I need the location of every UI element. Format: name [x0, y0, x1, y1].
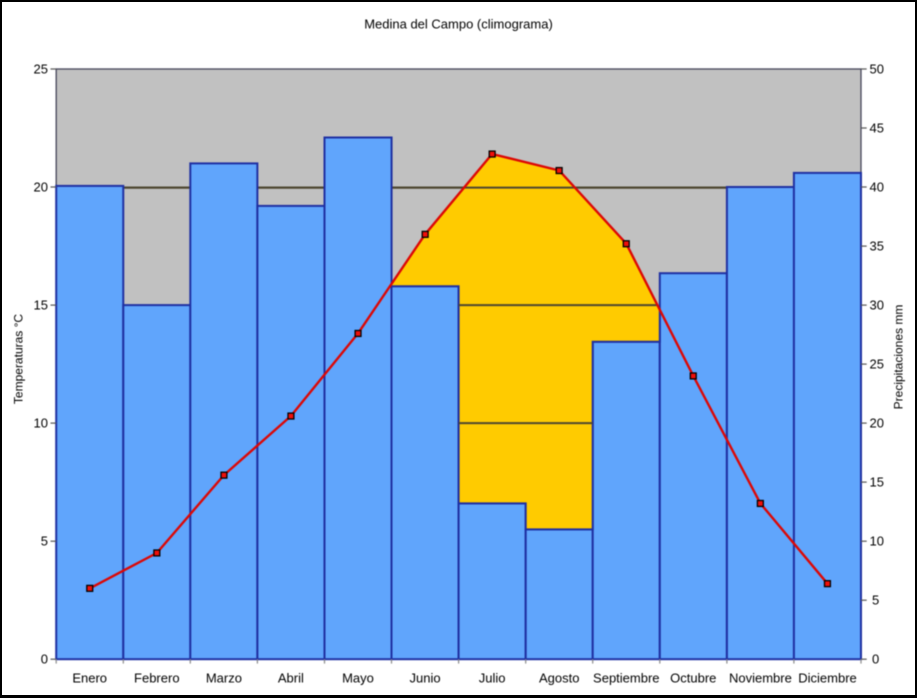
svg-text:Julio: Julio: [479, 671, 506, 686]
svg-text:Abril: Abril: [278, 671, 304, 686]
svg-text:10: 10: [870, 534, 884, 549]
svg-text:40: 40: [870, 180, 884, 195]
svg-text:15: 15: [34, 298, 48, 313]
svg-text:20: 20: [870, 416, 884, 431]
svg-text:Diciembre: Diciembre: [798, 671, 857, 686]
svg-text:25: 25: [34, 62, 48, 77]
svg-text:Medina del Campo (climograma): Medina del Campo (climograma): [364, 17, 553, 32]
svg-text:30: 30: [870, 298, 884, 313]
svg-text:Septiembre: Septiembre: [593, 671, 659, 686]
svg-text:45: 45: [870, 121, 884, 136]
svg-text:Noviembre: Noviembre: [729, 671, 792, 686]
svg-text:Enero: Enero: [72, 671, 107, 686]
svg-text:5: 5: [41, 534, 48, 549]
svg-text:10: 10: [34, 416, 48, 431]
svg-text:Junio: Junio: [410, 671, 441, 686]
svg-text:20: 20: [34, 180, 48, 195]
svg-text:Mayo: Mayo: [342, 671, 374, 686]
svg-text:15: 15: [870, 475, 884, 490]
svg-text:50: 50: [870, 62, 884, 77]
svg-text:0: 0: [872, 652, 879, 667]
svg-text:Precipitaciones mm: Precipitaciones mm: [892, 305, 906, 410]
svg-text:0: 0: [41, 652, 48, 667]
svg-text:Marzo: Marzo: [206, 671, 242, 686]
svg-text:35: 35: [870, 239, 884, 254]
svg-text:Octubre: Octubre: [670, 671, 716, 686]
svg-text:Temperaturas °C: Temperaturas °C: [12, 314, 26, 404]
svg-text:Agosto: Agosto: [539, 671, 579, 686]
svg-text:5: 5: [872, 593, 879, 608]
svg-text:Febrero: Febrero: [134, 671, 180, 686]
svg-text:25: 25: [870, 357, 884, 372]
